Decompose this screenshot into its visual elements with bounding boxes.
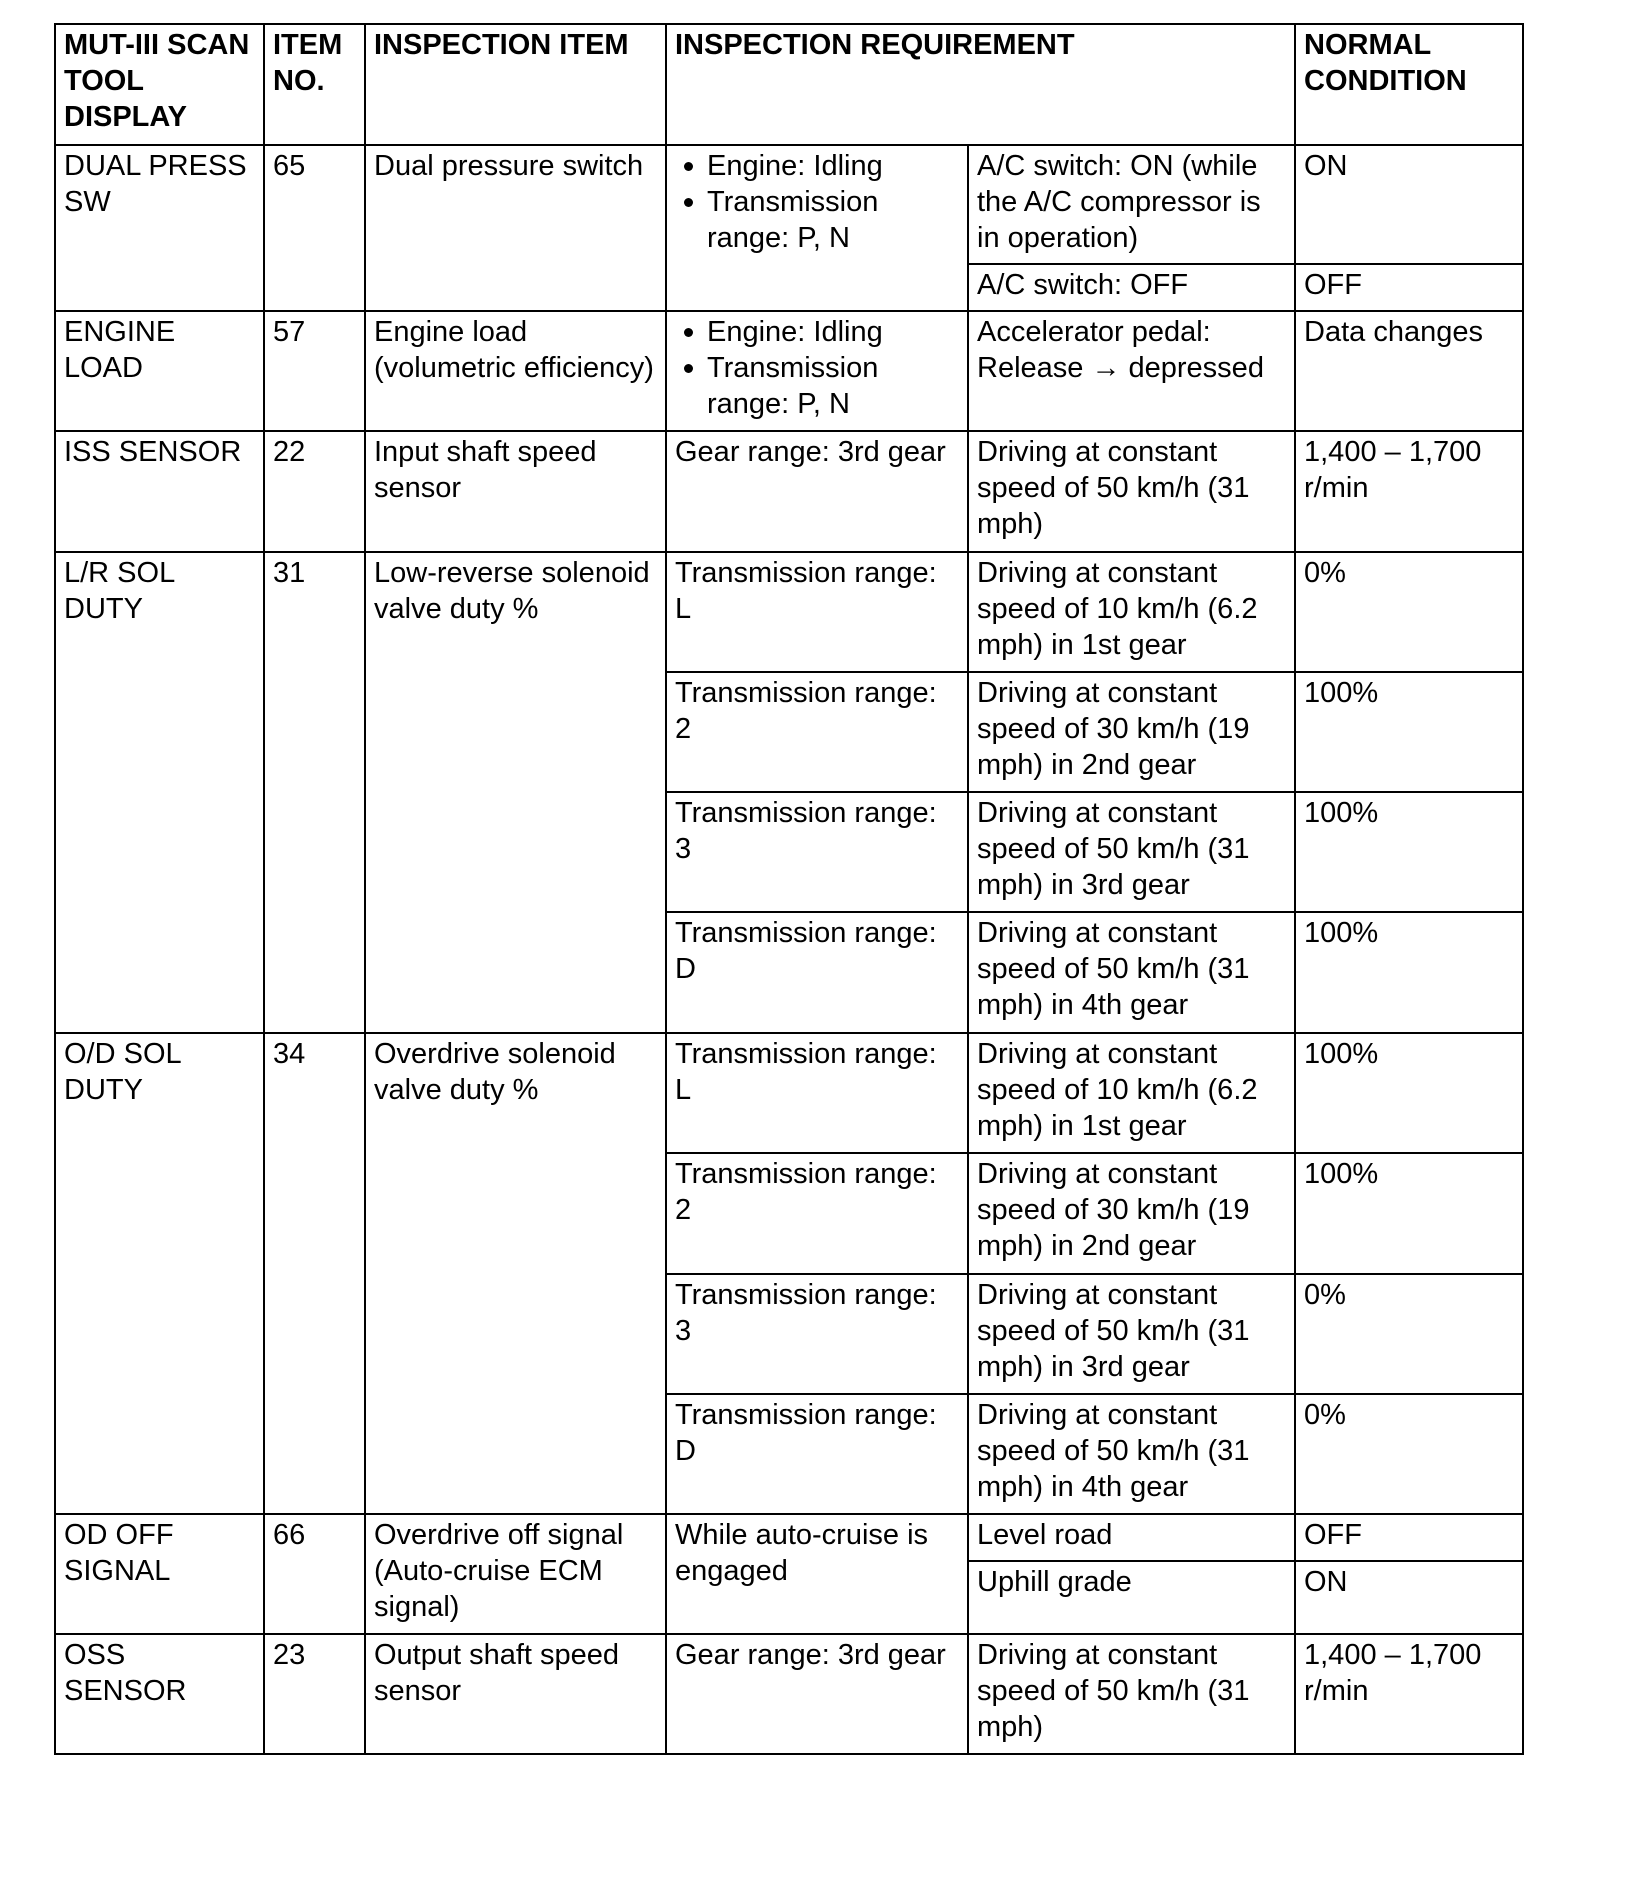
table-row: OD OFF SIGNAL 66 Overdrive off signal (Aut… [54,1513,1524,1635]
scan-tool-display: DUAL PRESS SW [54,144,265,312]
item-no: 34 [263,1032,366,1515]
table-row: A/C switch: OFF OFF [55,263,1524,312]
normal-condition: 100% [1294,1032,1524,1154]
normal-condition: 0% [1294,1273,1524,1395]
normal-condition: 100% [1294,911,1524,1034]
inspection-item: Engine load (volumetric efficiency) [364,310,667,432]
normal-condition: ON [1294,1560,1524,1635]
item-no: 65 [263,144,366,312]
table-row: Transmission range: 2 Driving at constant… [55,671,1524,793]
inspection-condition: Driving at constant speed of 50 km/h (31… [967,1633,1296,1755]
item-no: 66 [263,1513,366,1635]
scan-tool-display: ISS SENSOR [54,430,265,553]
inspection-item: Overdrive solenoid valve duty % [364,1032,667,1515]
normal-condition: Data changes [1294,310,1524,432]
inspection-condition: Driving at constant speed of 50 km/h (31… [967,791,1296,913]
normal-condition: 1,400 – 1,700 r/min [1294,1633,1524,1755]
item-no: 22 [263,430,366,553]
header-inspection-item: INSPECTION ITEM [364,23,667,146]
inspection-requirement: Transmission range: 2 [665,1152,969,1275]
inspection-requirement: Transmission range: 3 [665,791,969,913]
scan-tool-display: O/D SOL DUTY [54,1032,265,1515]
normal-condition: 100% [1294,1152,1524,1275]
scan-tool-display: ENGINE LOAD [54,310,265,432]
table-row: Transmission range: D Driving at constant… [55,1393,1524,1515]
inspection-condition: Driving at constant speed of 10 km/h (6.… [967,1032,1296,1154]
inspection-item: Dual pressure switch [364,144,667,312]
header-row: MUT-III SCAN TOOL DISPLAY ITEM NO. INSPE… [54,23,1524,146]
inspection-condition: Uphill grade [967,1560,1296,1635]
table-row: Transmission range: D Driving at constant… [55,911,1524,1034]
requirement-bullet: Transmission range: P, N [684,184,959,256]
scan-tool-display: L/R SOL DUTY [54,551,265,1034]
inspection-condition: Level road [967,1513,1296,1562]
header-display: MUT-III SCAN TOOL DISPLAY [54,23,265,146]
header-normal-condition: NORMAL CONDITION [1294,23,1524,146]
inspection-condition: Driving at constant speed of 50 km/h (31… [967,1393,1296,1515]
inspection-table: MUT-III SCAN TOOL DISPLAY ITEM NO. INSPE… [54,23,1524,1755]
inspection-requirement: Transmission range: D [665,911,969,1034]
header-item-no: ITEM NO. [263,23,366,146]
inspection-requirement: Transmission range: D [665,1393,969,1515]
inspection-condition: Accelerator pedal: Release → depressed [967,310,1296,432]
requirement-list: Engine: Idling Transmission range: P, N [675,148,959,256]
normal-condition: ON [1294,144,1524,265]
inspection-item: Low-reverse solenoid valve duty % [364,551,667,1034]
inspection-condition: Driving at constant speed of 50 km/h (31… [967,430,1296,553]
normal-condition: 100% [1294,791,1524,913]
inspection-item: Input shaft speed sensor [364,430,667,553]
normal-condition: OFF [1294,263,1524,312]
table-row: O/D SOL DUTY 34 Overdrive solenoid valve d… [54,1032,1524,1515]
inspection-condition: A/C switch: ON (while the A/C compressor… [967,144,1296,265]
table-row: ENGINE LOAD 57 Engine load (volumetric eff… [54,310,1524,432]
scan-tool-display: OD OFF SIGNAL [54,1513,265,1635]
requirement-list: Engine: Idling Transmission range: P, N [675,314,959,422]
table-row: Transmission range: 2 Driving at constant… [55,1152,1524,1275]
table-row: L/R SOL DUTY 31 Low-reverse solenoid valve… [54,551,1524,1034]
requirement-bullet: Transmission range: P, N [684,350,959,422]
scan-tool-display: OSS SENSOR [54,1633,265,1755]
inspection-condition: Driving at constant speed of 50 km/h (31… [967,1273,1296,1395]
inspection-requirement: Transmission range: 2 [665,671,969,793]
normal-condition: 0% [1294,1393,1524,1515]
inspection-item: Output shaft speed sensor [364,1633,667,1755]
inspection-requirement: Transmission range: L [665,551,969,673]
item-no: 23 [263,1633,366,1755]
requirement-bullet: Engine: Idling [684,314,959,350]
table-row: Uphill grade ON [55,1560,1524,1635]
inspection-requirement: Engine: Idling Transmission range: P, N [665,144,969,312]
inspection-condition: A/C switch: OFF [967,263,1296,312]
inspection-requirement: Transmission range: L [665,1032,969,1154]
normal-condition: 1,400 – 1,700 r/min [1294,430,1524,553]
inspection-requirement: Gear range: 3rd gear [665,430,969,553]
inspection-condition: Driving at constant speed of 50 km/h (31… [967,911,1296,1034]
table-row: Transmission range: 3 Driving at constant… [55,1273,1524,1395]
item-no: 57 [263,310,366,432]
inspection-requirement: Transmission range: 3 [665,1273,969,1395]
requirement-bullet: Engine: Idling [684,148,959,184]
inspection-condition: Driving at constant speed of 30 km/h (19… [967,1152,1296,1275]
table-row: Transmission range: 3 Driving at constant… [55,791,1524,913]
table-row: OSS SENSOR 23 Output shaft speed sensor Gea… [54,1633,1524,1755]
table-row: DUAL PRESS SW 65 Dual pressure switch Engin… [54,144,1524,312]
item-no: 31 [263,551,366,1034]
normal-condition: 100% [1294,671,1524,793]
inspection-requirement: Gear range: 3rd gear [665,1633,969,1755]
inspection-condition: Driving at constant speed of 30 km/h (19… [967,671,1296,793]
inspection-requirement: While auto-cruise is engaged [665,1513,969,1635]
header-inspection-requirement: INSPECTION REQUIREMENT [665,23,1296,146]
inspection-item: Overdrive off signal (Auto-cruise ECM si… [364,1513,667,1635]
inspection-condition: Driving at constant speed of 10 km/h (6.… [967,551,1296,673]
table-row: ISS SENSOR 22 Input shaft speed sensor Gear… [54,430,1524,553]
normal-condition: OFF [1294,1513,1524,1562]
inspection-requirement: Engine: Idling Transmission range: P, N [665,310,969,432]
normal-condition: 0% [1294,551,1524,673]
